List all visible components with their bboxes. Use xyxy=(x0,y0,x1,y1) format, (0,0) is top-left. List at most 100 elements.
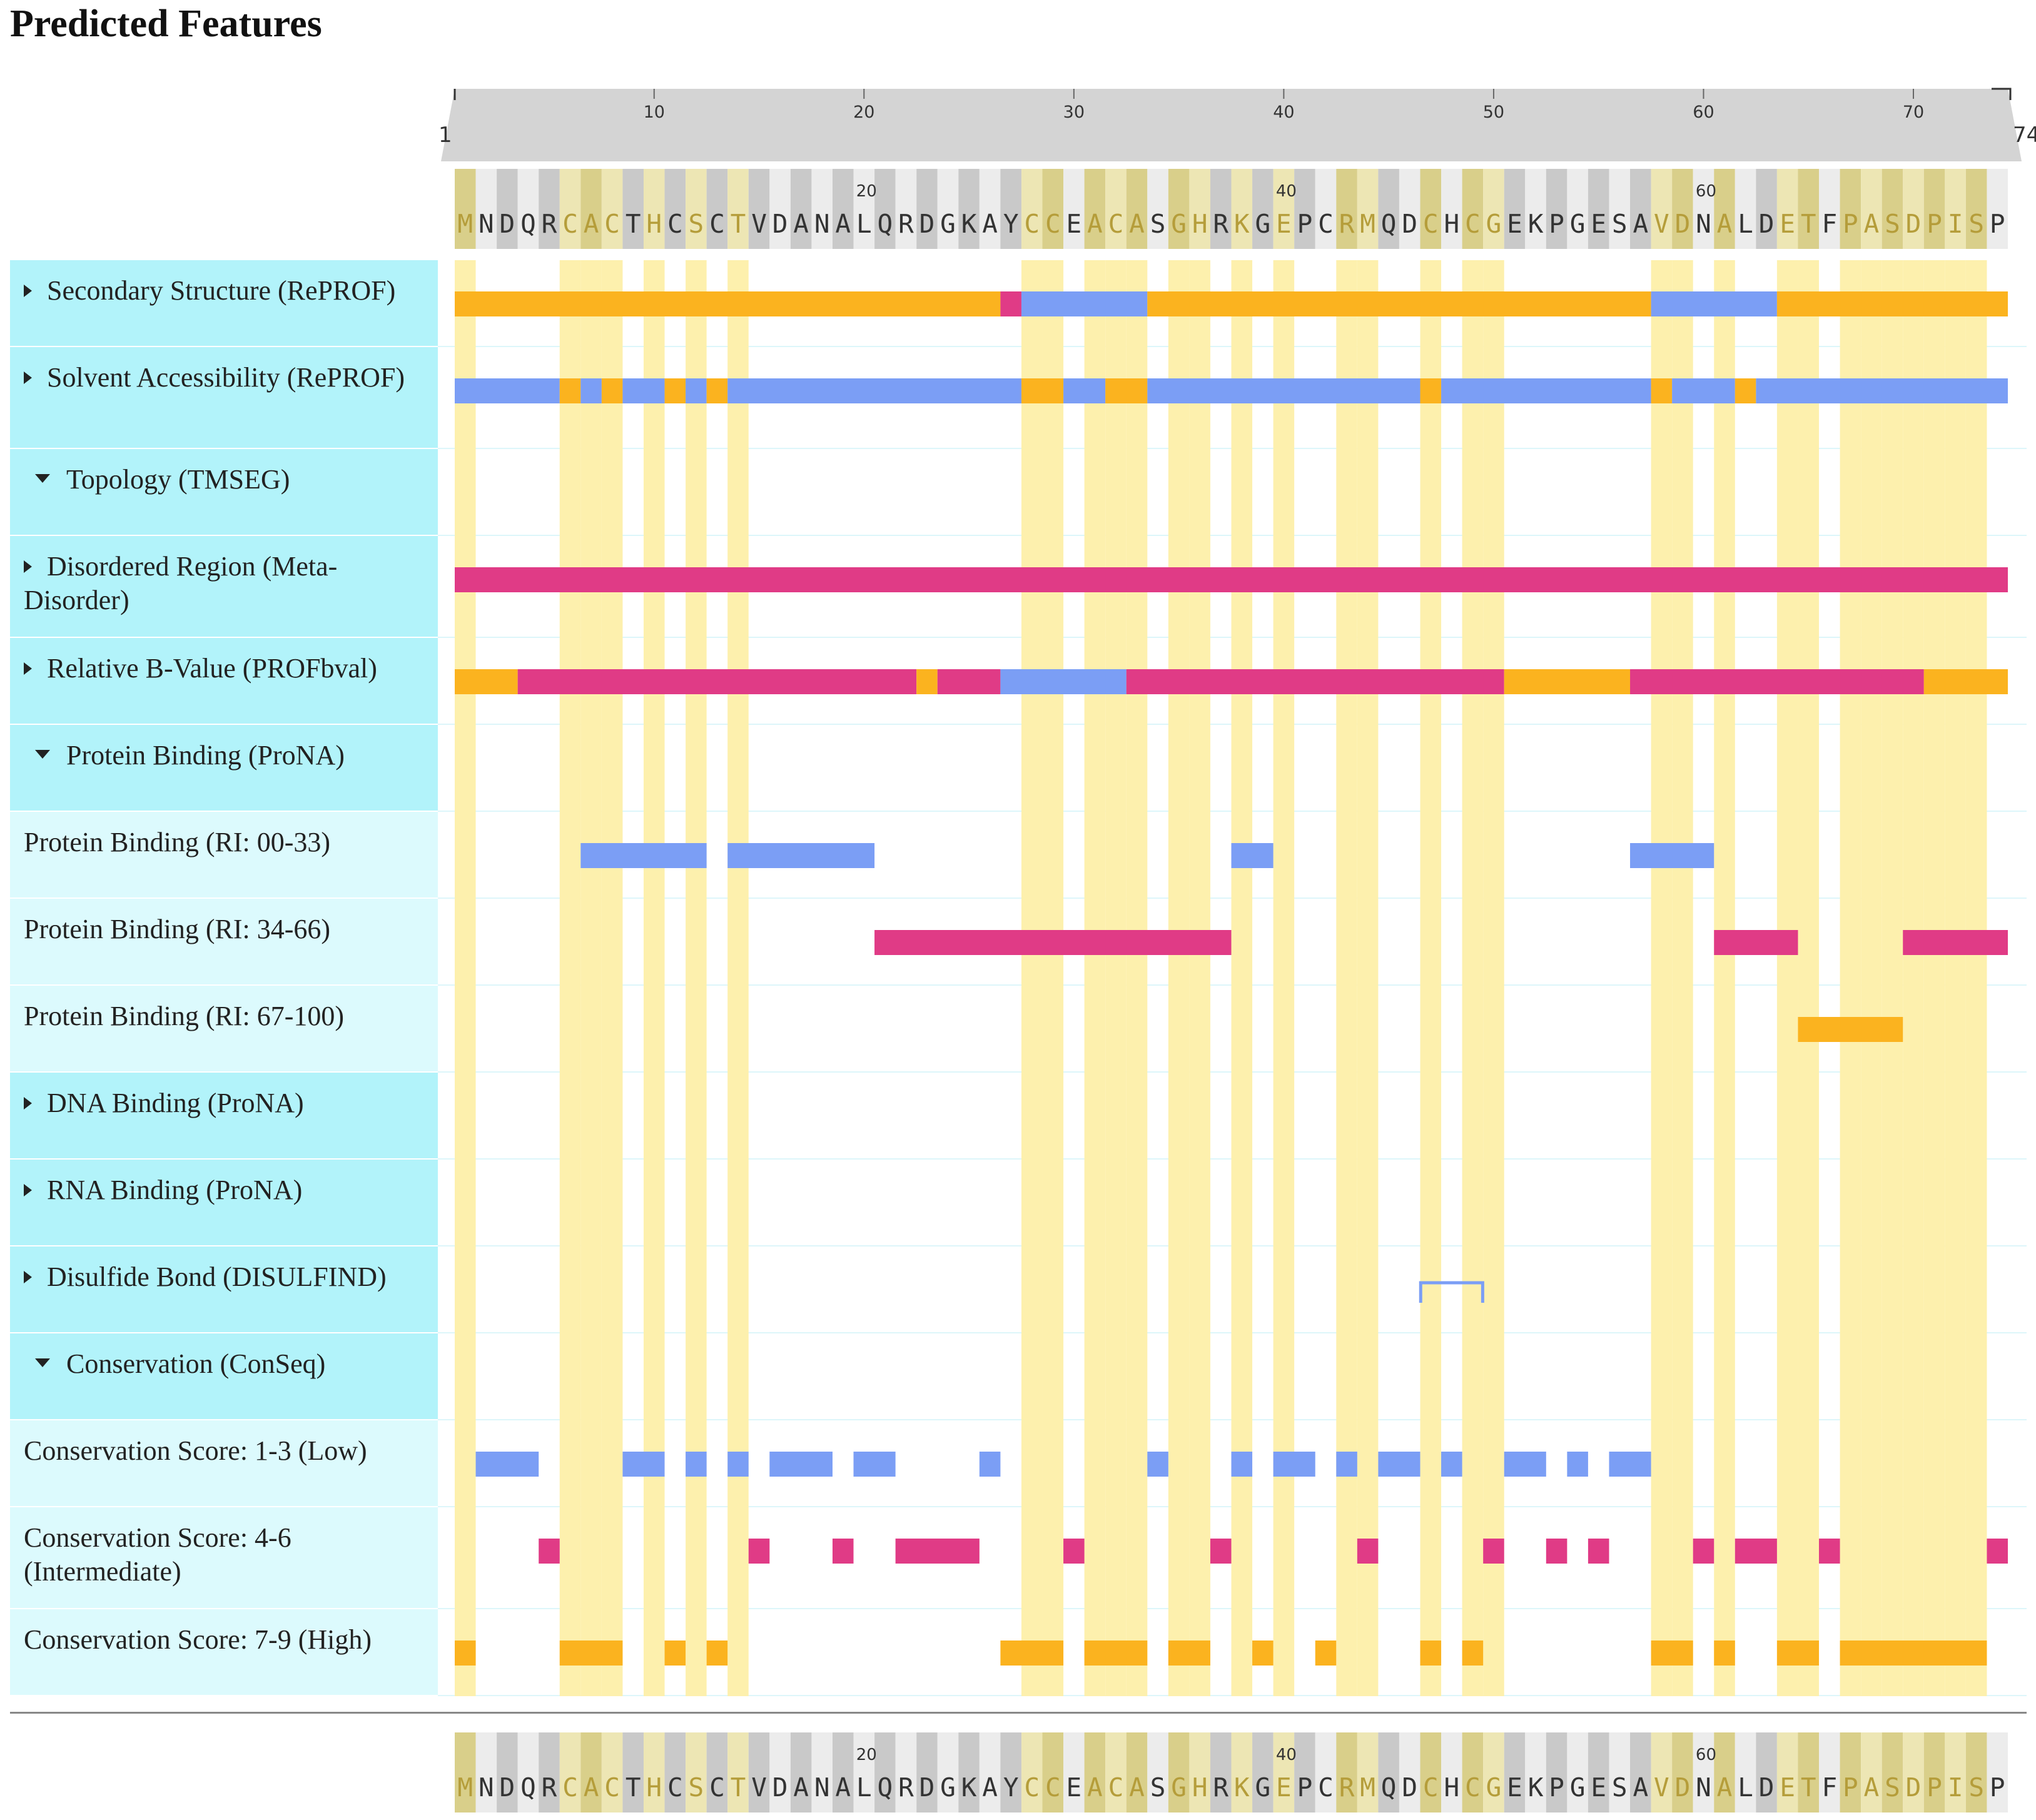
feature-bar-conservation-score-1-3-low[interactable] xyxy=(1147,1452,1168,1477)
sequence-cell[interactable] xyxy=(1189,169,1210,249)
sequence-cell[interactable] xyxy=(1042,1732,1064,1812)
sequence-cell[interactable] xyxy=(769,169,791,249)
sequence-cell[interactable] xyxy=(1315,169,1337,249)
feature-bar-relative-b-value-profbval[interactable] xyxy=(517,669,917,694)
track-label-conservation-conseq[interactable]: Conservation (ConSeq) xyxy=(10,1333,438,1419)
feature-bar-conservation-score-1-3-low[interactable] xyxy=(1231,1452,1253,1477)
sequence-cell[interactable] xyxy=(1903,169,1924,249)
sequence-cell[interactable] xyxy=(1189,1732,1210,1812)
sequence-cell[interactable] xyxy=(706,169,728,249)
feature-bar-solvent-accessibility-reprof[interactable] xyxy=(559,378,581,403)
sequence-cell[interactable] xyxy=(580,1732,602,1812)
sequence-cell[interactable] xyxy=(1462,1732,1484,1812)
feature-bar-solvent-accessibility-reprof[interactable] xyxy=(727,378,1021,403)
feature-bar-conservation-score-4-6-intermediate[interactable] xyxy=(1987,1539,2008,1564)
sequence-cell[interactable] xyxy=(1882,1732,1903,1812)
caret-down-icon[interactable] xyxy=(35,473,50,483)
feature-bar-conservation-score-7-9-high[interactable] xyxy=(1168,1641,1210,1666)
feature-bar-conservation-score-1-3-low[interactable] xyxy=(1273,1452,1315,1477)
feature-bar-conservation-score-1-3-low[interactable] xyxy=(979,1452,1001,1477)
sequence-cell[interactable] xyxy=(790,169,812,249)
sequence-cell[interactable] xyxy=(1231,1732,1253,1812)
sequence-cell[interactable] xyxy=(1210,1732,1232,1812)
sequence-cell[interactable] xyxy=(1987,169,2008,249)
sequence-cell[interactable] xyxy=(1420,1732,1442,1812)
feature-bar-conservation-score-1-3-low[interactable] xyxy=(1441,1452,1462,1477)
sequence-cell[interactable] xyxy=(475,169,497,249)
feature-bar-conservation-score-7-9-high[interactable] xyxy=(706,1641,728,1666)
sequence-cell[interactable] xyxy=(1021,169,1043,249)
caret-right-icon[interactable] xyxy=(24,1270,32,1283)
feature-bar-protein-binding-ri-67-100[interactable] xyxy=(1798,1017,1903,1042)
sequence-cell[interactable] xyxy=(853,169,875,249)
sequence-cell[interactable] xyxy=(664,1732,686,1812)
sequence-cell[interactable] xyxy=(1294,169,1315,249)
sequence-cell[interactable] xyxy=(895,169,917,249)
sequence-cell[interactable] xyxy=(497,1732,518,1812)
track-label-topology-tmseg[interactable]: Topology (TMSEG) xyxy=(10,449,438,535)
sequence-cell[interactable] xyxy=(1504,1732,1526,1812)
feature-bar-conservation-score-4-6-intermediate[interactable] xyxy=(1588,1539,1609,1564)
sequence-cell[interactable] xyxy=(1756,1732,1777,1812)
feature-bar-solvent-accessibility-reprof[interactable] xyxy=(580,378,602,403)
feature-bar-conservation-score-7-9-high[interactable] xyxy=(1084,1641,1148,1666)
feature-bar-relative-b-value-profbval[interactable] xyxy=(1000,669,1127,694)
feature-bar-solvent-accessibility-reprof[interactable] xyxy=(1735,378,1756,403)
feature-bar-conservation-score-4-6-intermediate[interactable] xyxy=(1546,1539,1568,1564)
caret-down-icon[interactable] xyxy=(35,749,50,759)
feature-bar-solvent-accessibility-reprof[interactable] xyxy=(1021,378,1064,403)
feature-bar-conservation-score-7-9-high[interactable] xyxy=(1000,1641,1064,1666)
sequence-cell[interactable] xyxy=(1147,169,1168,249)
sequence-cell[interactable] xyxy=(475,1732,497,1812)
feature-bar-conservation-score-1-3-low[interactable] xyxy=(475,1452,539,1477)
feature-bar-conservation-score-7-9-high[interactable] xyxy=(1462,1641,1484,1666)
feature-bar-conservation-score-7-9-high[interactable] xyxy=(455,1641,476,1666)
sequence-cell[interactable] xyxy=(1021,1732,1043,1812)
sequence-cell[interactable] xyxy=(979,1732,1001,1812)
track-label-secondary-structure-reprof[interactable]: Secondary Structure (RePROF) xyxy=(10,260,438,346)
feature-bar-conservation-score-4-6-intermediate[interactable] xyxy=(832,1539,854,1564)
sequence-cell[interactable] xyxy=(874,169,896,249)
sequence-cell[interactable] xyxy=(1210,169,1232,249)
sequence-cell[interactable] xyxy=(1441,1732,1462,1812)
feature-bar-secondary-structure-reprof[interactable] xyxy=(455,291,1001,316)
feature-bar-conservation-score-7-9-high[interactable] xyxy=(1714,1641,1735,1666)
feature-bar-conservation-score-1-3-low[interactable] xyxy=(1567,1452,1588,1477)
feature-bar-conservation-score-1-3-low[interactable] xyxy=(1336,1452,1357,1477)
sequence-cell[interactable] xyxy=(517,1732,539,1812)
sequence-cell[interactable] xyxy=(1336,169,1357,249)
sequence-cell[interactable] xyxy=(1776,169,1798,249)
sequence-cell[interactable] xyxy=(895,1732,917,1812)
feature-bar-protein-binding-ri-00-33[interactable] xyxy=(727,843,875,868)
feature-bar-conservation-score-1-3-low[interactable] xyxy=(622,1452,665,1477)
sequence-cell[interactable] xyxy=(1756,169,1777,249)
sequence-cell[interactable] xyxy=(601,1732,623,1812)
sequence-cell[interactable] xyxy=(916,169,938,249)
caret-right-icon[interactable] xyxy=(24,1183,32,1196)
feature-bar-solvent-accessibility-reprof[interactable] xyxy=(622,378,665,403)
sequence-cell[interactable] xyxy=(1546,1732,1568,1812)
sequence-cell[interactable] xyxy=(1126,1732,1148,1812)
feature-bar-conservation-score-1-3-low[interactable] xyxy=(727,1452,749,1477)
track-label-rna-binding-prona[interactable]: RNA Binding (ProNA) xyxy=(10,1160,438,1245)
feature-bar-conservation-score-4-6-intermediate[interactable] xyxy=(895,1539,980,1564)
sequence-cell[interactable] xyxy=(580,169,602,249)
sequence-cell[interactable] xyxy=(1693,169,1714,249)
disulfide-bond-bracket[interactable] xyxy=(1419,1281,1484,1303)
sequence-cell[interactable] xyxy=(769,1732,791,1812)
sequence-cell[interactable] xyxy=(1042,169,1064,249)
sequence-cell[interactable] xyxy=(1987,1732,2008,1812)
sequence-cell[interactable] xyxy=(1000,1732,1021,1812)
sequence-cell[interactable] xyxy=(1105,1732,1127,1812)
feature-bar-solvent-accessibility-reprof[interactable] xyxy=(1756,378,2008,403)
sequence-cell[interactable] xyxy=(1441,169,1462,249)
feature-bar-conservation-score-7-9-high[interactable] xyxy=(559,1641,623,1666)
sequence-cell[interactable] xyxy=(1252,1732,1274,1812)
sequence-cell[interactable] xyxy=(559,1732,581,1812)
sequence-cell[interactable] xyxy=(601,169,623,249)
sequence-cell[interactable] xyxy=(811,169,833,249)
sequence-cell[interactable] xyxy=(1399,169,1421,249)
sequence-cell[interactable] xyxy=(811,1732,833,1812)
sequence-cell[interactable] xyxy=(643,169,665,249)
